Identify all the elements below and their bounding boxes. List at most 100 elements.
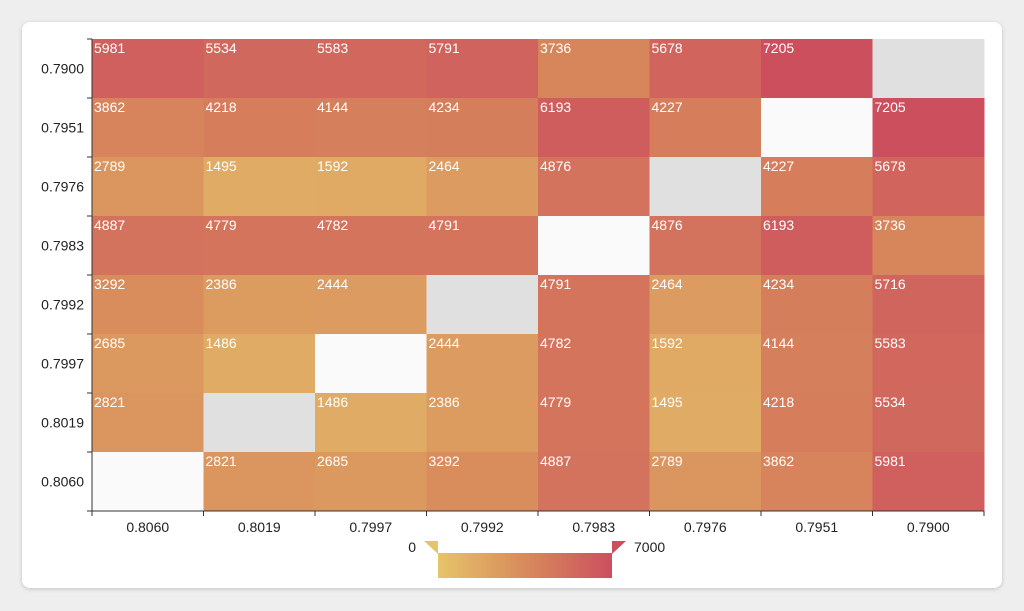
x-tick-label: 0.7997 [349,519,392,535]
heatmap-cell [649,275,762,335]
heatmap-cell [315,275,427,335]
heatmap-cell [315,216,427,276]
x-tick-label: 0.7983 [572,519,615,535]
cell-value-label: 5678 [652,40,683,56]
heatmap-cell [203,452,316,512]
cell-value-label: 2464 [652,276,683,292]
y-tick-label: 0.7992 [41,297,84,313]
heatmap-cell [761,452,873,512]
heatmap-cell [203,275,316,335]
x-tick-label: 0.8060 [126,519,169,535]
cell-value-label: 5981 [875,453,906,469]
cell-value-label: 3736 [875,217,906,233]
cell-value-label: 5534 [206,40,237,56]
cell-value-label: 4234 [763,276,794,292]
visual-map-max-label: 7000 [634,539,665,555]
heatmap-cell [92,157,204,217]
cell-value-label: 4234 [429,99,460,115]
cell-value-label: 2386 [206,276,237,292]
heatmap-cell [649,39,762,99]
heatmap-cell [426,452,539,512]
heatmap-cell [92,393,204,453]
heatmap-cell [92,98,204,158]
cell-value-label: 2789 [652,453,683,469]
heatmap-cell-empty [649,157,762,217]
cell-value-label: 4218 [206,99,237,115]
heatmap-cell [538,98,650,158]
heatmap-cell [538,452,650,512]
cell-value-label: 1495 [652,394,683,410]
cell-value-label: 1486 [317,394,348,410]
cell-value-label: 5716 [875,276,906,292]
cell-value-label: 2444 [317,276,348,292]
heatmap-cell [872,157,985,217]
cell-value-label: 5678 [875,158,906,174]
cell-value-label: 4887 [94,217,125,233]
heatmap-cell [761,216,873,276]
heatmap-cell [315,452,427,512]
chart-card: 5981 5534 5583 5791 3736 5678 7205 3862 4218 4144… [22,22,1002,588]
visual-map-max-handle[interactable] [612,541,626,554]
cell-value-label: 4782 [540,335,571,351]
heatmap-cell [649,452,762,512]
heatmap-cell [761,334,873,394]
cell-value-label: 5583 [317,40,348,56]
y-tick-label: 0.7900 [41,61,84,77]
heatmap-cell [872,452,985,512]
x-tick-label: 0.7976 [684,519,727,535]
cell-value-label: 2685 [317,453,348,469]
cell-value-label: 3292 [429,453,460,469]
heatmap-cell [92,334,204,394]
heatmap-cell [92,275,204,335]
x-tick-label: 0.7951 [795,519,838,535]
y-tick-label: 0.7976 [41,179,84,195]
heatmap-cell-empty [538,216,650,276]
heatmap-cell [538,393,650,453]
heatmap-cell [426,393,539,453]
heatmap-cell [872,98,985,158]
cell-value-label: 5981 [94,40,125,56]
cell-value-label: 5534 [875,394,906,410]
cell-value-label: 5583 [875,335,906,351]
cell-value-label: 6193 [763,217,794,233]
heatmap-cell [203,216,316,276]
heatmap-cell [315,39,427,99]
heatmap-cell-empty [872,39,985,99]
heatmap-cell [426,39,539,99]
heatmap-cell [315,98,427,158]
heatmap-chart: 5981 5534 5583 5791 3736 5678 7205 3862 4218 4144… [41,38,985,578]
cell-value-label: 4876 [652,217,683,233]
cell-value-label: 7205 [763,40,794,56]
heatmap-cell [649,98,762,158]
heatmap-cell [538,157,650,217]
y-tick-label: 0.8060 [41,474,84,490]
cell-value-label: 1486 [206,335,237,351]
x-tick-label: 0.7992 [461,519,504,535]
y-tick-label: 0.8019 [41,415,84,431]
y-tick-label: 0.7983 [41,238,84,254]
heatmap-cell [649,393,762,453]
visual-map-min-handle[interactable] [424,541,438,554]
cell-value-label: 4144 [317,99,348,115]
cell-value-label: 4782 [317,217,348,233]
cell-value-label: 2821 [94,394,125,410]
heatmap-cell [315,157,427,217]
heatmap-cell [426,334,539,394]
heatmap-cell [315,393,427,453]
x-tick-label: 0.7900 [907,519,950,535]
heatmap-cell [761,157,873,217]
cell-value-label: 4791 [540,276,571,292]
cell-value-label: 3862 [94,99,125,115]
heatmap-cell-empty [203,393,316,453]
heatmap-cell [649,334,762,394]
heatmap-cell [203,334,316,394]
heatmap-cell [203,157,316,217]
heatmap-cell-empty [315,334,427,394]
heatmap-cell [761,275,873,335]
cell-value-label: 4218 [763,394,794,410]
cell-value-label: 4227 [652,99,683,115]
visual-map-bar[interactable] [438,553,612,578]
heatmap-cell [92,39,204,99]
heatmap-cell [203,98,316,158]
cell-value-label: 4887 [540,453,571,469]
